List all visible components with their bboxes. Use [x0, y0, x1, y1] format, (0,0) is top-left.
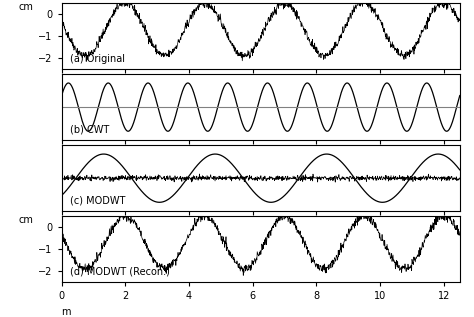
Text: (c) MODWT: (c) MODWT [70, 196, 125, 206]
Text: cm: cm [18, 2, 33, 12]
Text: cm: cm [18, 215, 33, 225]
Text: (d) MODWT (Recon.): (d) MODWT (Recon.) [70, 267, 170, 277]
Text: (b) CWT: (b) CWT [70, 125, 109, 135]
Text: m: m [62, 307, 71, 317]
Text: (a) Original: (a) Original [70, 54, 125, 64]
